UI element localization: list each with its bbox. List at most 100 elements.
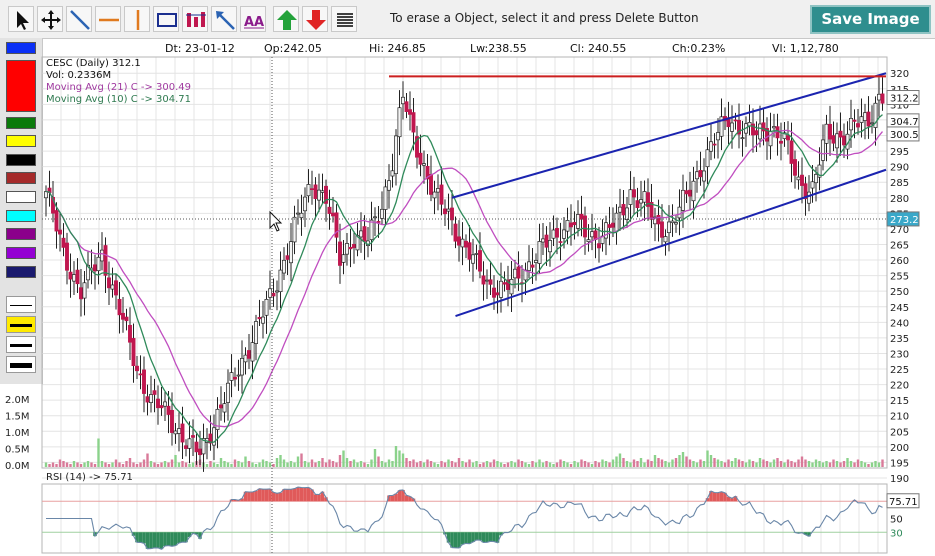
candle-body (226, 382, 230, 403)
swatch-purple[interactable] (6, 228, 36, 240)
sell-arrow-tool[interactable] (302, 6, 328, 32)
candle-body (467, 242, 472, 260)
candle (338, 223, 342, 284)
volume-tick-label: 2.0M (5, 395, 30, 406)
text-tool[interactable]: AA (240, 6, 266, 32)
buy-arrow-tool[interactable] (273, 6, 299, 32)
ma21-price-tag: 300.5 (886, 126, 920, 142)
price-tick-label: 255 (890, 272, 909, 283)
volume-bar (814, 459, 818, 467)
candle-body (495, 292, 500, 296)
volume-bar (303, 461, 307, 467)
candle (264, 290, 269, 334)
crosshair-tool[interactable] (37, 6, 63, 32)
candle-body (733, 119, 738, 122)
volume-bar (328, 459, 331, 467)
volume-bar (489, 462, 492, 467)
horizontal-line-icon (99, 18, 119, 22)
rsi-oversold-fill (177, 532, 181, 544)
rsi-overbought-fill (268, 488, 272, 502)
volume-bar (730, 461, 734, 467)
candle-body (320, 190, 325, 193)
line-style-highlight[interactable] (6, 316, 36, 333)
swatch-navy[interactable] (6, 266, 36, 278)
candle (383, 179, 388, 226)
swatch-green[interactable] (6, 117, 36, 129)
volume-bar (856, 459, 860, 467)
swatch-blue[interactable] (6, 42, 36, 54)
volume-bar (723, 462, 727, 467)
candle (341, 240, 346, 275)
candle-body (786, 135, 790, 141)
volume-bar (548, 462, 552, 467)
pointer-tool[interactable] (8, 6, 34, 32)
candle (866, 96, 871, 139)
candle-body (219, 404, 223, 409)
candles (44, 77, 885, 472)
rsi-overbought-fill (408, 496, 412, 502)
rectangle-tool[interactable] (153, 6, 179, 32)
candle-body (660, 221, 664, 238)
volume-bar (552, 464, 555, 467)
volume-bar (580, 459, 583, 467)
legend-title: CESC (Daily) 312.1 (46, 58, 141, 69)
volume-bar (587, 462, 590, 467)
volume-bar (874, 461, 877, 467)
trendline-tool[interactable] (66, 6, 92, 32)
volume-bar (804, 459, 807, 467)
swatch-yellow[interactable] (6, 135, 36, 147)
save-image-button[interactable]: Save Image (810, 5, 931, 34)
volume-bar (282, 459, 286, 467)
price-tick-label: 320 (890, 69, 909, 80)
candle (222, 391, 227, 423)
candle (824, 114, 829, 162)
volume-bar (191, 462, 195, 467)
volume-bar (464, 462, 468, 467)
horizontal-line-tool[interactable] (95, 6, 121, 32)
volume-bar (611, 459, 615, 467)
swatch-red[interactable] (6, 60, 36, 112)
swatch-brown[interactable] (6, 172, 36, 184)
line-style-thick[interactable] (6, 356, 36, 373)
swatch-white[interactable] (6, 191, 36, 203)
volume-bar (405, 458, 408, 467)
volume-bar (573, 461, 576, 467)
candle-body (639, 199, 643, 204)
vertical-line-tool[interactable] (124, 6, 150, 32)
candle-body (632, 189, 636, 198)
candle-body (187, 438, 192, 449)
legend-ma21: Moving Avg (21) C -> 300.49 (46, 82, 192, 93)
rsi-overbought-fill (233, 499, 237, 502)
candle-body (345, 243, 349, 255)
candle (537, 223, 542, 274)
candle-body (376, 221, 381, 223)
menu-tool[interactable] (331, 6, 357, 32)
candle-body (453, 223, 458, 242)
line-style-thin[interactable] (6, 296, 36, 313)
swatch-cyan[interactable] (6, 210, 36, 222)
candle (142, 356, 146, 413)
candle-body (201, 438, 206, 455)
swatch-violet[interactable] (6, 247, 36, 259)
rsi-overbought-fill (397, 490, 402, 502)
candle-body (779, 140, 783, 144)
candle-body (576, 214, 580, 229)
info-volume: Vl: 1,12,780 (772, 42, 839, 55)
swatch-black[interactable] (6, 154, 36, 166)
volume-bar (839, 462, 842, 467)
volume-bar (268, 462, 272, 467)
rsi-overbought-fill (310, 489, 314, 502)
rsi-overbought-fill (250, 491, 255, 502)
candle-body (289, 241, 293, 264)
candle-body (51, 196, 55, 214)
volume-bar (818, 461, 821, 467)
candle (758, 105, 762, 148)
fibonacci-tool[interactable] (182, 6, 208, 32)
line-style-medium[interactable] (6, 336, 36, 353)
volume-bar (653, 455, 657, 467)
arrow-line-tool[interactable] (211, 6, 237, 32)
candle (485, 269, 489, 299)
rsi-overbought-fill (296, 487, 300, 502)
candle (254, 314, 258, 361)
